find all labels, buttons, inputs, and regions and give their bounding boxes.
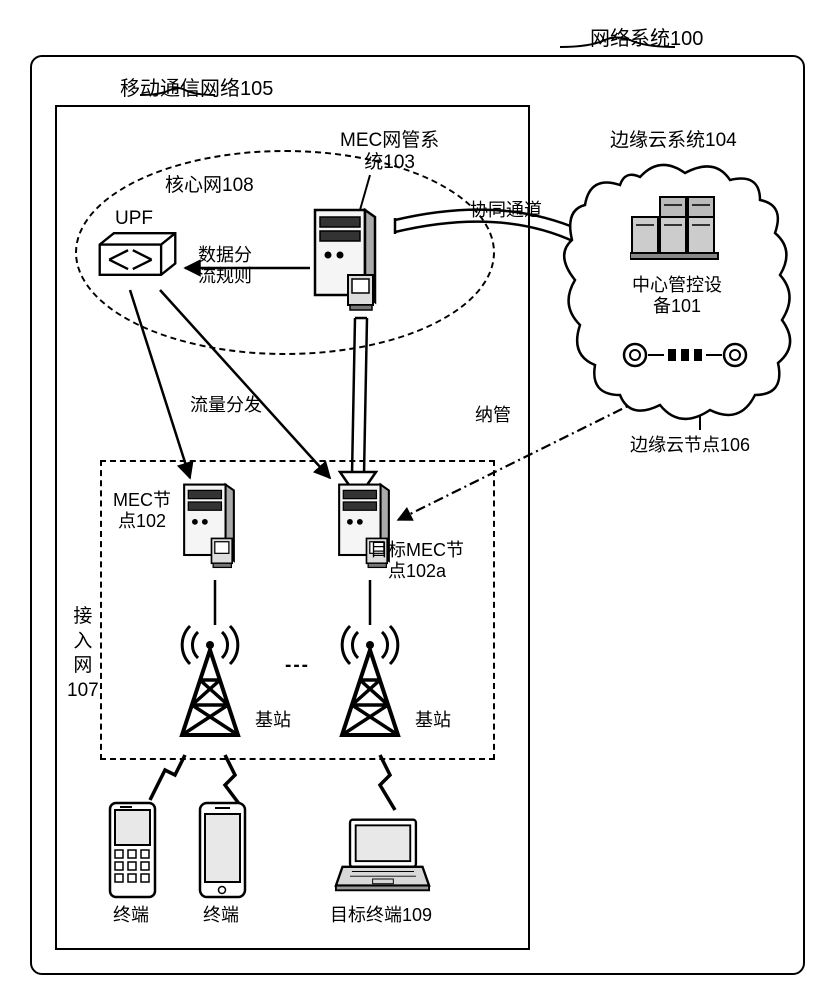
network-system-label: 网络系统100 xyxy=(590,22,703,51)
mec-mgmt-server-icon xyxy=(310,205,380,315)
base-station-1-icon xyxy=(170,620,250,740)
mobile-network-label: 移动通信网络105 xyxy=(120,72,273,101)
terminal-2-icon xyxy=(195,800,250,900)
edge-cloud-node-label: 边缘云节点106 xyxy=(630,435,750,456)
terminal-2-label: 终端 xyxy=(203,905,239,926)
mec-mgmt-label: MEC网管系 统103 xyxy=(340,130,439,174)
manage-label: 纳管 xyxy=(475,405,511,426)
mec-node-server-icon xyxy=(180,480,238,572)
terminal-1-label: 终端 xyxy=(113,905,149,926)
base-station-2-label: 基站 xyxy=(415,710,451,731)
traffic-dist-label: 流量分发 xyxy=(190,395,262,416)
edge-cloud-node-icon xyxy=(620,340,750,370)
access-network-label: 接 入 网 107 xyxy=(67,605,99,704)
central-control-rack-icon xyxy=(630,195,730,260)
tower-ellipsis: --- xyxy=(285,655,310,677)
data-rule-label: 数据分 流规则 xyxy=(198,245,252,286)
upf-icon xyxy=(95,230,180,278)
target-mec-node-label: 目标MEC节 点102a xyxy=(370,540,464,581)
base-station-1-label: 基站 xyxy=(255,710,291,731)
upf-label: UPF xyxy=(115,208,153,230)
mec-node-label: MEC节 点102 xyxy=(113,490,171,531)
core-network-label: 核心网108 xyxy=(165,175,254,197)
central-control-label: 中心管控设 备101 xyxy=(632,275,722,316)
base-station-2-icon xyxy=(330,620,410,740)
terminal-1-icon xyxy=(105,800,160,900)
target-terminal-label: 目标终端109 xyxy=(330,905,432,926)
target-terminal-icon xyxy=(330,815,435,895)
coop-channel-label: 协同通道 xyxy=(470,200,542,221)
